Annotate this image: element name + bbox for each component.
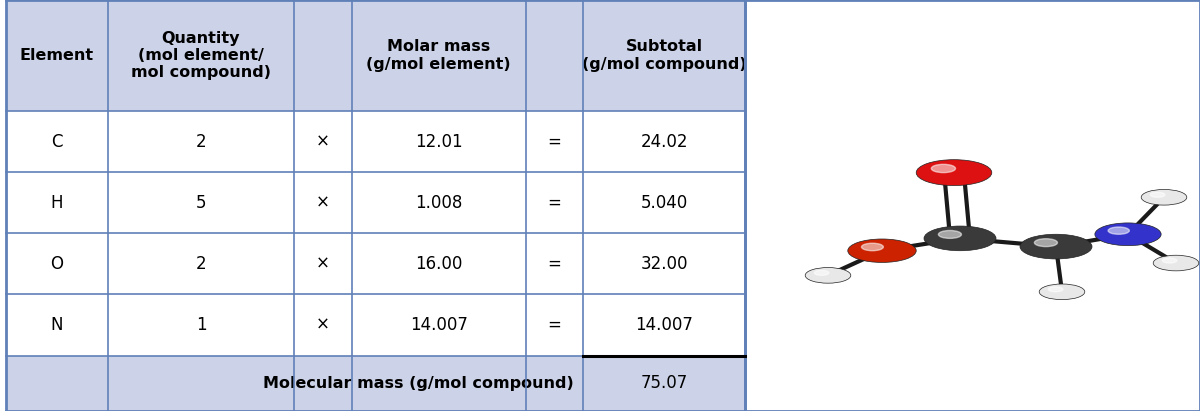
Text: ×: × <box>316 132 330 150</box>
Text: =: = <box>547 316 562 334</box>
Bar <box>6 111 745 172</box>
Bar <box>6 294 745 356</box>
Circle shape <box>815 270 829 275</box>
Text: 2: 2 <box>196 132 206 150</box>
Circle shape <box>1034 239 1057 247</box>
Text: 75.07: 75.07 <box>641 374 688 392</box>
Circle shape <box>847 239 917 263</box>
Bar <box>6 233 745 294</box>
Text: Element: Element <box>20 48 94 63</box>
Text: O: O <box>50 255 64 273</box>
Circle shape <box>1039 284 1085 300</box>
Text: 16.00: 16.00 <box>415 255 462 273</box>
Text: 12.01: 12.01 <box>415 132 462 150</box>
Circle shape <box>917 159 991 186</box>
Circle shape <box>1108 227 1129 234</box>
Text: 32.00: 32.00 <box>641 255 688 273</box>
Circle shape <box>1049 287 1063 292</box>
Text: 14.007: 14.007 <box>409 316 468 334</box>
Circle shape <box>805 268 851 283</box>
Circle shape <box>1153 255 1199 271</box>
Circle shape <box>1020 234 1092 259</box>
Text: =: = <box>547 194 562 212</box>
Bar <box>6 0 745 111</box>
Text: C: C <box>52 132 62 150</box>
Text: ×: × <box>316 316 330 334</box>
Circle shape <box>924 226 996 251</box>
Circle shape <box>1163 258 1177 263</box>
Text: Quantity
(mol element/
mol compound): Quantity (mol element/ mol compound) <box>131 30 271 81</box>
Bar <box>6 172 745 233</box>
Bar <box>745 0 1200 411</box>
Text: 2: 2 <box>196 255 206 273</box>
Text: 1.008: 1.008 <box>415 194 462 212</box>
Circle shape <box>1141 189 1187 205</box>
Text: 5.040: 5.040 <box>641 194 688 212</box>
Circle shape <box>862 243 883 251</box>
Text: Molar mass
(g/mol element): Molar mass (g/mol element) <box>366 39 511 72</box>
Text: 1: 1 <box>196 316 206 334</box>
Text: =: = <box>547 255 562 273</box>
Circle shape <box>938 231 961 238</box>
Text: Molecular mass (g/mol compound): Molecular mass (g/mol compound) <box>263 376 574 391</box>
Text: ×: × <box>316 255 330 273</box>
Text: N: N <box>50 316 64 334</box>
Text: 24.02: 24.02 <box>641 132 688 150</box>
Text: 14.007: 14.007 <box>635 316 694 334</box>
Text: ×: × <box>316 194 330 212</box>
Circle shape <box>1094 223 1162 246</box>
Bar <box>6 356 745 411</box>
Text: H: H <box>50 194 64 212</box>
Text: 5: 5 <box>196 194 206 212</box>
Circle shape <box>1151 192 1165 197</box>
Text: =: = <box>547 132 562 150</box>
Text: Subtotal
(g/mol compound): Subtotal (g/mol compound) <box>582 39 746 72</box>
Circle shape <box>931 164 955 173</box>
